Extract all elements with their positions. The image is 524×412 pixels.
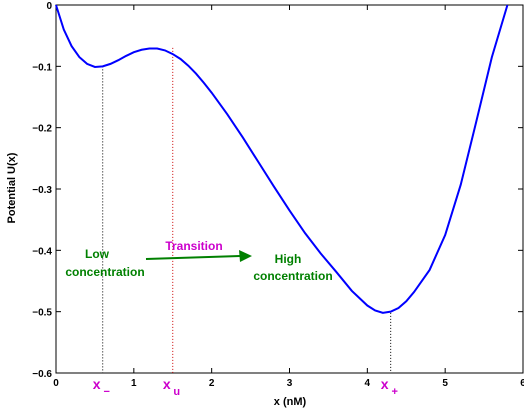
x-tick-label: 6 [520,378,524,389]
high-label-line1: High [275,252,302,266]
x-markers: x − x u x + [93,376,398,398]
guide-lines [102,47,392,373]
y-tick-label: −0.5 [32,308,52,319]
y-tick-label: 0 [46,1,52,12]
x-u-subscript: u [173,386,180,398]
x-tick-label: 0 [53,378,59,389]
x-tick-label: 5 [442,378,448,389]
transition-label: Transition [165,239,222,253]
plot-frame [55,4,524,374]
x-tick-label: 2 [209,378,215,389]
y-tick-label: −0.6 [32,369,52,380]
x-minus-subscript: − [103,386,109,398]
x-plus-subscript: + [391,386,397,398]
y-tick-label: −0.1 [32,62,52,73]
transition-arrow-head [239,250,252,262]
low-label-line2: concentration [65,265,144,279]
x-u-label: x [163,376,171,392]
tick-labels: 0 1 2 3 4 5 6 0 −0.1 −0.2 −0.3 −0.4 −0.5 −0.6 [32,1,524,389]
x-tick-label: 1 [131,378,137,389]
axis-ticks [55,4,524,374]
x-plus-label: x [381,376,389,392]
potential-curve [55,4,509,314]
y-axis-label: Potential U(x) [6,152,18,223]
low-label-line1: Low [85,247,110,261]
x-tick-label: 4 [365,378,371,389]
x-axis-label: x (nM) [274,396,307,408]
transition-arrow-line [145,255,241,260]
y-tick-label: −0.4 [32,246,52,257]
y-tick-label: −0.3 [32,185,52,196]
x-tick-label: 3 [287,378,293,389]
high-label-line2: concentration [253,269,332,283]
x-minus-label: x [93,376,101,392]
y-tick-label: −0.2 [32,124,52,135]
